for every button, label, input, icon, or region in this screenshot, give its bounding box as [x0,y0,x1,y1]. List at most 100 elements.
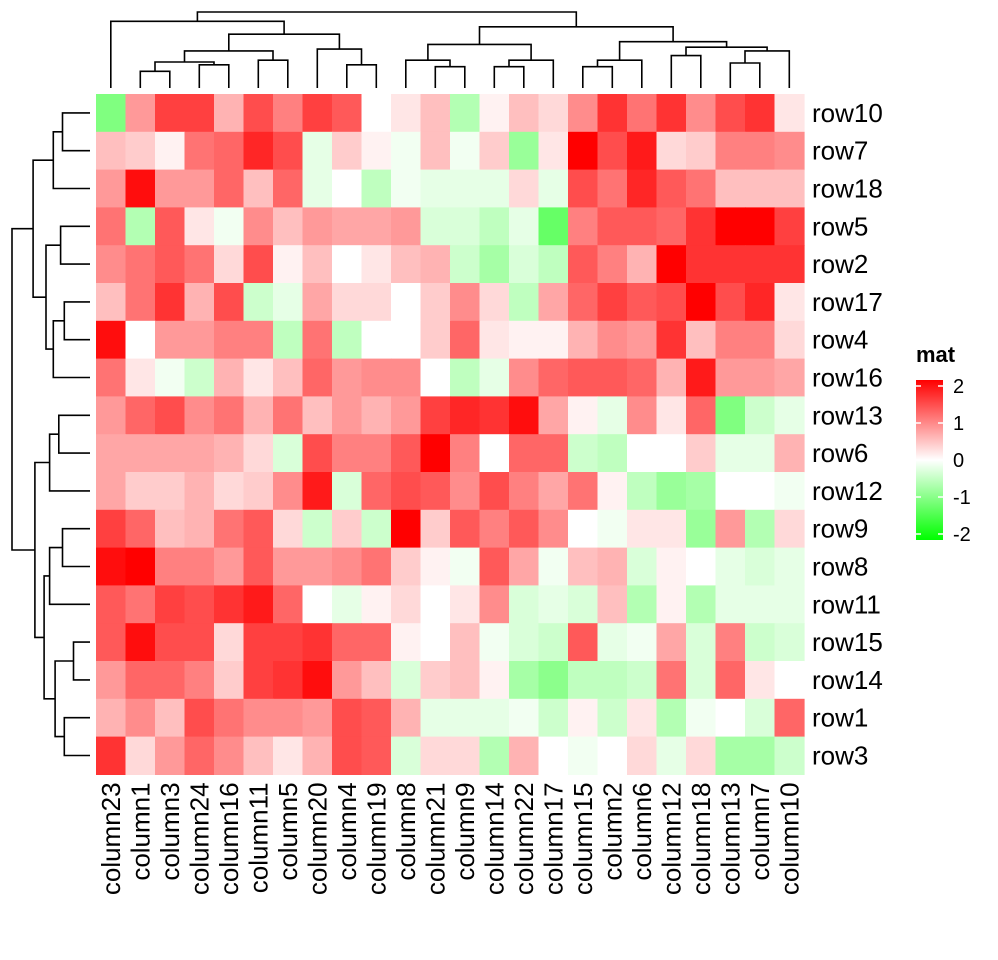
column-label: column3 [155,782,185,880]
heatmap-cell [391,358,422,397]
column-label: column13 [715,782,745,895]
heatmap-cell [125,169,156,208]
heatmap-cell [214,509,245,549]
heatmap-cell [627,547,658,586]
row-label: row13 [812,400,883,430]
heatmap-cell [391,396,422,435]
heatmap-cell [214,169,245,208]
heatmap-cell [420,320,451,360]
heatmap-cell [538,623,569,662]
heatmap-cell [745,320,776,360]
column-label: column6 [627,782,657,880]
heatmap-cell [715,245,746,284]
heatmap-cell [538,169,569,208]
heatmap-cell [774,245,805,284]
heatmap-cell [214,547,245,586]
heatmap-cell [184,396,215,435]
heatmap-cell [361,623,392,662]
heatmap-cell [656,623,687,662]
row-label: row11 [812,589,881,619]
heatmap-cell [656,131,687,171]
heatmap-cell [391,661,422,700]
row-label: row16 [812,363,883,393]
row-label: row14 [812,665,883,695]
heatmap-cell [745,585,776,624]
heatmap-cell [450,509,481,549]
heatmap-cell [420,94,451,133]
row-label: row6 [812,438,868,468]
dendrogram-branch [729,62,761,88]
heatmap-cell [627,509,658,549]
heatmap-cell [686,283,717,322]
heatmap-cell [627,207,658,246]
row-label: row1 [812,703,868,733]
heatmap-cell [509,245,540,284]
dendrogram-branch [32,159,54,298]
row-label: row4 [812,325,868,355]
column-label: column24 [184,782,214,895]
column-label: column14 [479,782,509,895]
heatmap-cell [391,736,422,775]
heatmap-cell [568,283,599,322]
heatmap-cell [243,472,274,511]
heatmap-cell [450,434,481,473]
row-label: row3 [812,741,868,771]
legend-tick-label: -1 [953,487,971,509]
heatmap-cell [391,547,422,586]
heatmap-cell [96,283,127,322]
heatmap-cell [597,472,628,511]
heatmap-cell [597,698,628,738]
heatmap-cell [391,94,422,133]
heatmap-cell [332,131,363,171]
heatmap-cell [125,245,156,284]
heatmap-cell [391,698,422,738]
heatmap-cell [125,207,156,246]
heatmap-cell [184,283,215,322]
heatmap-cell [243,131,274,171]
heatmap-cell [686,509,717,549]
column-dendrogram [110,11,791,88]
heatmap-cell [686,472,717,511]
heatmap-cell [155,320,186,360]
heatmap-cell [597,131,628,171]
heatmap-cell [302,434,333,473]
dendrogram-branch [493,65,525,88]
heatmap-cell [184,736,215,775]
heatmap-cell [597,94,628,133]
heatmap-cell [273,207,304,246]
heatmap-cell [273,736,304,775]
heatmap-cell [243,509,274,549]
heatmap-cell [125,320,156,360]
heatmap-cell [715,623,746,662]
heatmap-cells [96,94,805,775]
heatmap-cell [273,509,304,549]
heatmap-cell [184,585,215,624]
heatmap-cell [450,472,481,511]
heatmap-cell [302,358,333,397]
row-label: row7 [812,136,868,166]
heatmap-cell [656,736,687,775]
heatmap-cell [214,434,245,473]
dendrogram-branch [58,414,90,454]
heatmap-cell [715,320,746,360]
heatmap-cell [479,736,510,775]
heatmap-cell [420,472,451,511]
heatmap-cell [745,509,776,549]
heatmap-cell [597,320,628,360]
row-label: row18 [812,174,883,204]
heatmap-cell [656,320,687,360]
heatmap-cell [273,169,304,208]
dendrogram-branch [618,40,728,61]
heatmap-cell [627,245,658,284]
heatmap-cell [538,207,569,246]
heatmap-cell [538,736,569,775]
heatmap-cell [715,698,746,738]
heatmap-cell [184,94,215,133]
column-label: column9 [450,782,480,880]
heatmap-cell [391,245,422,284]
heatmap-cell [774,94,805,133]
heatmap-cell [155,207,186,246]
heatmap-cell [627,585,658,624]
heatmap-cell [745,547,776,586]
heatmap-cell [125,736,156,775]
